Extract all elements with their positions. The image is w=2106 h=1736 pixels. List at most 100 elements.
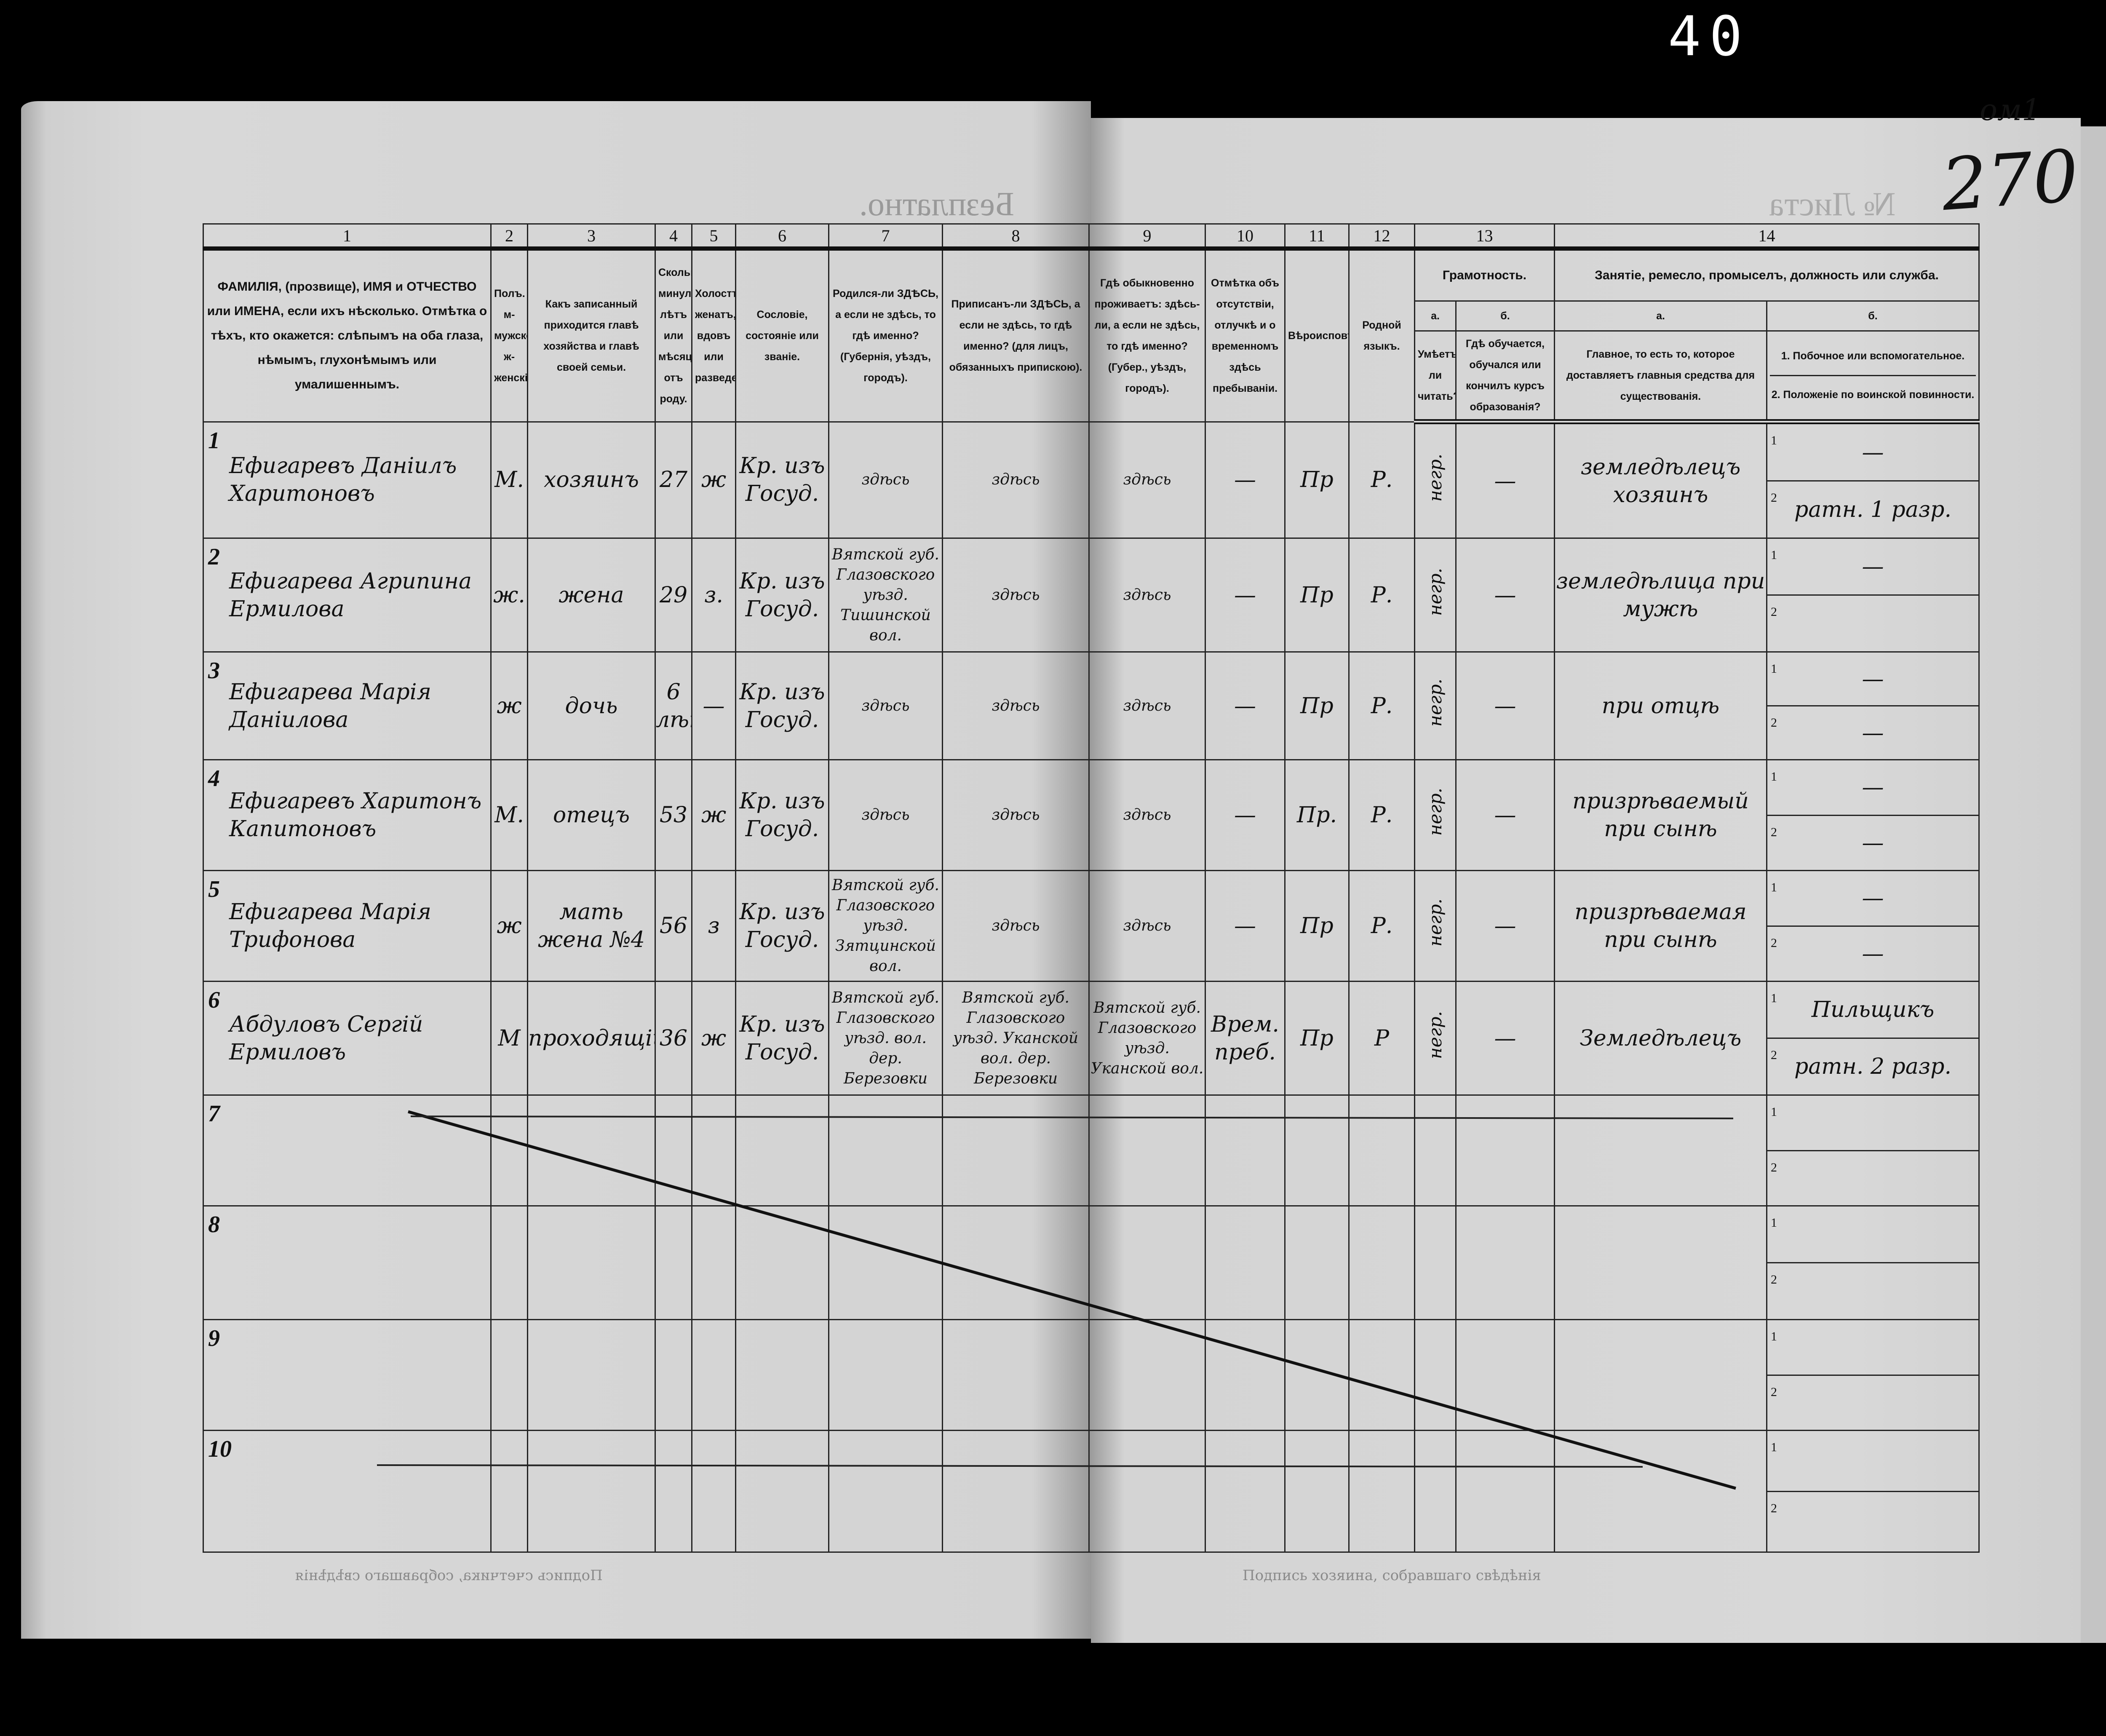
index-1: 1	[1771, 662, 1777, 676]
estate-cell-value: Кр. изъ Госуд.	[739, 899, 825, 952]
birthplace-cell	[828, 1430, 943, 1553]
age-cell-value: 53	[659, 802, 688, 828]
language-cell-value: Р.	[1371, 802, 1393, 828]
side-occupation-value: —	[1862, 885, 1884, 911]
estate-cell: Кр. изъ Госуд.	[735, 870, 829, 982]
religion-cell: Пр	[1284, 651, 1350, 760]
main-occupation-cell: призрѣваемый при сынѣ	[1554, 759, 1767, 871]
main-occupation-cell	[1554, 1319, 1767, 1431]
residence-cell: здѣсь	[1088, 870, 1206, 982]
residence-cell-value: здѣсь	[1123, 917, 1171, 934]
education-cell-value: —	[1494, 913, 1516, 939]
main-occupation-cell: земледѣлица при мужѣ	[1554, 538, 1767, 653]
marital-status-cell	[691, 1205, 736, 1320]
relation-cell: жена	[527, 538, 656, 653]
language-cell: Р.	[1348, 538, 1415, 653]
marital-status-cell: —	[691, 651, 736, 760]
index-1: 1	[1771, 770, 1777, 784]
table-row: 2 Ефигарева Агрипина Ермилова ж. жена 29 з. Кр…	[203, 538, 1980, 653]
education-cell-value: —	[1494, 802, 1516, 828]
age-cell	[655, 1205, 692, 1320]
religion-cell-value: Пр.	[1296, 802, 1337, 828]
table-row: 10 1 2	[203, 1430, 1980, 1553]
registration-cell-value: здѣсь	[992, 471, 1040, 489]
footer-left: Подпись счетчика, собравшаго свѣдѣнія	[295, 1567, 603, 1584]
birthplace-cell: здѣсь	[828, 759, 943, 871]
language-cell	[1348, 1094, 1415, 1206]
index-2: 2	[1771, 936, 1777, 950]
occupation-b-cell: 1 — 2 —	[1766, 870, 1980, 982]
religion-cell-value: Пр	[1300, 1025, 1334, 1051]
subcolumn-letter: а.	[1554, 300, 1767, 332]
column-number: 9	[1088, 223, 1206, 251]
main-occupation-cell: земледѣлецъ хозяинъ	[1554, 421, 1767, 539]
age-cell	[655, 1094, 692, 1206]
registration-cell: здѣсь	[942, 870, 1090, 982]
language-cell: Р.	[1348, 759, 1415, 871]
estate-cell: Кр. изъ Госуд.	[735, 759, 829, 871]
absence-cell-value: —	[1234, 467, 1256, 493]
subcolumn-letter: а.	[1414, 300, 1457, 332]
education-cell: —	[1455, 981, 1555, 1096]
absence-cell: —	[1205, 421, 1286, 539]
side-occupation-label: 1. Побочное или вспомогательное.	[1770, 337, 1976, 376]
registration-cell: здѣсь	[942, 421, 1090, 539]
birthplace-cell: Вятской губ. Глазовского уѣзд. Тишинской…	[828, 538, 943, 653]
age-cell: 29	[655, 538, 692, 653]
literacy-cell-value: негр.	[1424, 567, 1446, 616]
table-row: 4 Ефигаревъ Харитонъ Капитоновъ М. отецъ 53 ж…	[203, 759, 1980, 871]
subheader-letter-row: а. б. а. б.	[203, 300, 1980, 332]
column-number: 13	[1414, 223, 1555, 251]
table-row: 3 Ефигарева Марія Даніилова ж дочь 6 лѣтъ — Кр…	[203, 651, 1980, 760]
age-cell	[655, 1319, 692, 1431]
birthplace-cell	[828, 1094, 943, 1206]
marital-status-cell-value: ж	[701, 467, 727, 493]
person-name: Абдуловъ Сергій Ермиловъ	[229, 1011, 423, 1065]
sex-cell-value: М	[498, 1025, 521, 1051]
column-header: Сословіе, состояніе или званіе.	[735, 248, 829, 423]
relation-cell: мать жена №4	[527, 870, 656, 982]
language-cell	[1348, 1430, 1415, 1553]
marital-status-cell-value: ж	[701, 802, 727, 828]
residence-cell: здѣсь	[1088, 651, 1206, 760]
absence-cell-value: Врем. преб.	[1211, 1011, 1279, 1065]
registration-cell	[942, 1430, 1090, 1553]
absence-cell-value: —	[1234, 913, 1256, 939]
age-cell-value: 36	[659, 1025, 688, 1051]
free-label: Безплатно.	[859, 186, 1014, 223]
education-cell-value: —	[1494, 1025, 1516, 1051]
military-status-label: 2. Положеніе по воинской повинности.	[1771, 388, 1975, 401]
absence-cell: Врем. преб.	[1205, 981, 1286, 1096]
absence-cell	[1205, 1205, 1286, 1320]
side-occupation-value: —	[1862, 666, 1884, 692]
marital-status-cell	[691, 1319, 736, 1431]
subcolumn-letter: б.	[1455, 300, 1555, 332]
occupation-b-cell: 1 — 2 ратн. 1 разр.	[1766, 421, 1980, 539]
row-number: 7	[208, 1101, 220, 1127]
main-occupation-cell	[1554, 1430, 1767, 1553]
marital-status-cell: з	[691, 870, 736, 982]
literacy-cell	[1414, 1205, 1457, 1320]
religion-cell	[1284, 1094, 1350, 1206]
row-number: 10	[208, 1436, 232, 1462]
age-cell	[655, 1430, 692, 1553]
page-edge	[2081, 126, 2106, 1643]
main-occupation-cell-value: земледѣлица при мужѣ	[1556, 568, 1765, 622]
sex-cell-value: ж.	[493, 582, 525, 608]
column-header: Гдѣ обыкновенно проживаетъ: здѣсь-ли, а …	[1088, 248, 1206, 423]
column-number: 6	[735, 223, 829, 251]
education-cell: —	[1455, 538, 1555, 653]
marital-status-cell-value: ж	[701, 1025, 727, 1051]
table-row: 1 Ефигаревъ Даніилъ Харитоновъ М. хозяинъ 27…	[203, 421, 1980, 539]
military-status-value: —	[1862, 941, 1884, 966]
index-2: 2	[1771, 491, 1777, 505]
marital-status-cell: ж	[691, 759, 736, 871]
footer-right: Подпись хозяина, собравшаго свѣдѣнія	[1243, 1567, 1541, 1584]
residence-cell-value: здѣсь	[1123, 697, 1171, 714]
occupation-b-cell: 1 Пильщикъ 2 ратн. 2 разр.	[1766, 981, 1980, 1096]
residence-cell: Вятской губ. Глазовского уѣзд. Уканской …	[1088, 981, 1206, 1096]
occupation-b-cell: 1 — 2 —	[1766, 651, 1980, 760]
